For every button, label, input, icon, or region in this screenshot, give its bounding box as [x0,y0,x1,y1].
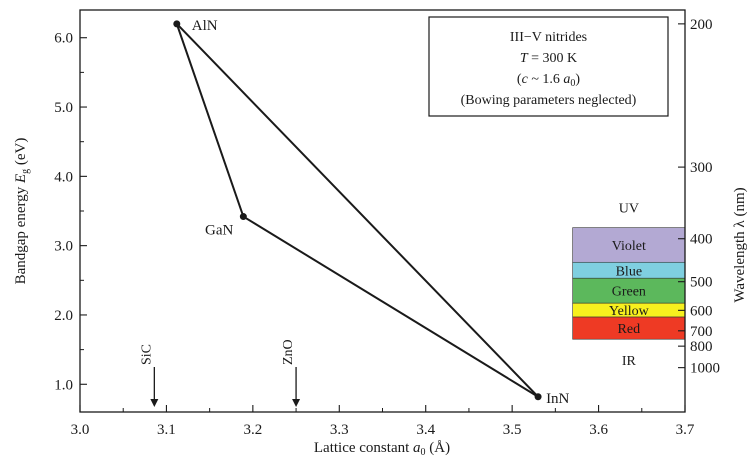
x-tick-label: 3.1 [157,422,176,438]
info-box: III−V nitrides T = 300 K (c ~ 1.6 a0) (B… [428,16,669,117]
info-box-line3: (c ~ 1.6 a0) [517,72,580,89]
x-tick-label: 3.6 [589,422,608,438]
band-label-yellow: Yellow [609,304,650,319]
point-label-inn: InN [546,391,569,407]
marker-label-sic: SiC [139,344,154,365]
marker-label-zno: ZnO [281,339,296,365]
x-tick-label: 3.5 [503,422,522,438]
edge-inn-aln [176,23,539,398]
x-axis-label-sub: 0 [421,447,426,458]
point-label-aln: AlN [192,18,218,34]
info-box-line1: III−V nitrides [510,30,587,45]
point-inn [534,393,542,401]
y-axis-label-text: Bandgap energy [13,183,29,284]
band-violet [572,227,686,263]
marker-arrowhead-zno [292,399,301,407]
wavelength-tick-label: 500 [690,275,713,291]
y2-axis-label: Wavelength λ (nm) [732,187,748,302]
compound-edges [175,23,539,398]
x-tick-label: 3.7 [676,422,695,438]
y-axis-label-unit: (eV) [13,138,29,169]
x-tick-label: 3.4 [416,422,435,438]
info-box-a-var: a [563,72,570,87]
y-axis-ticks: 1.0 2.0 3.0 4.0 5.0 6.0 [54,31,87,393]
wavelength-tick-label: 600 [690,303,713,319]
y-axis-label: Bandgap energy Eg (eV) [13,138,31,285]
wavelength-tick-label: 300 [690,160,713,176]
region-labels: UV IR [619,202,639,369]
x-axis-label-var: a [413,440,421,456]
band-label-green: Green [612,285,646,300]
info-box-paren-close: ) [575,72,580,87]
region-label-uv: UV [619,202,639,217]
band-label-red: Red [618,322,641,337]
info-box-line4: (Bowing parameters neglected) [461,93,637,108]
wavelength-tick-label: 400 [690,232,713,248]
wavelength-tick-label: 700 [690,324,713,340]
marker-arrowhead-sic [150,399,159,407]
info-box-a-sub: 0 [570,78,575,89]
y-tick-label: 4.0 [54,169,73,185]
band-label-blue: Blue [616,264,642,279]
x-tick-label: 3.0 [71,422,90,438]
x-axis-ticks: 3.0 3.1 3.2 3.3 3.4 3.5 3.6 3.7 [71,405,695,438]
info-box-frame [428,16,669,117]
info-box-temp-value: = 300 K [528,51,578,66]
x-tick-label: 3.3 [330,422,349,438]
y-tick-label: 6.0 [54,31,73,47]
point-aln [173,20,181,28]
info-box-c-var: c [522,72,529,87]
reference-markers: SiC ZnO [139,339,301,407]
y-tick-label: 1.0 [54,377,73,393]
band-green [572,277,686,304]
region-label-ir: IR [622,354,637,369]
info-box-line2: T = 300 K [520,51,577,66]
y-tick-label: 3.0 [54,239,73,255]
point-label-gan: GaN [205,223,233,239]
wavelength-tick-label: 200 [690,17,713,33]
info-box-paren-open: ( [517,72,522,87]
x-axis-label: Lattice constant a0 (Å) [314,440,450,458]
x-axis-label-text: Lattice constant [314,440,413,456]
info-box-ratio: ~ 1.6 [528,72,564,87]
y-tick-label: 2.0 [54,308,73,324]
y-axis-label-var: E [13,174,29,184]
compound-points: AlN GaN InN [173,18,570,407]
edge-aln-gan [175,23,245,217]
x-axis-label-unit: (Å) [426,440,451,456]
spectrum-bands: Violet Blue Green Yellow Red [572,227,686,340]
x-tick-label: 3.2 [243,422,262,438]
y-tick-label: 5.0 [54,100,73,116]
info-box-temp-var: T [520,51,529,66]
edge-gan-inn [242,215,539,398]
band-label-violet: Violet [612,239,646,254]
y-axis-label-sub: g [20,169,31,174]
wavelength-tick-label: 1000 [690,361,720,377]
wavelength-tick-label: 800 [690,339,713,355]
point-gan [239,213,247,221]
